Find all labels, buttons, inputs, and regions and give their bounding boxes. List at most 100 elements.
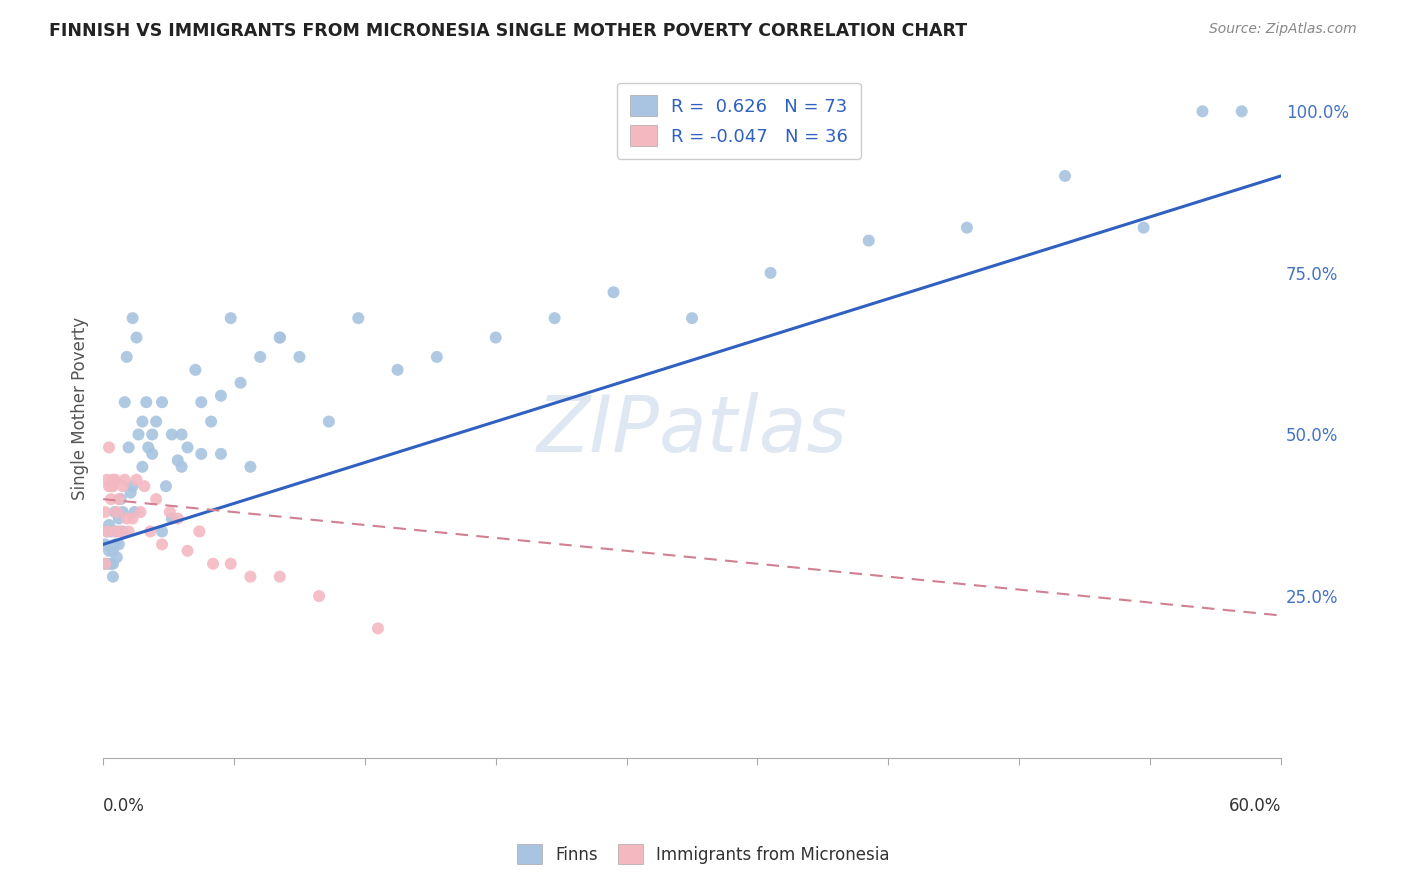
Point (104, 524, 127, 539)
Point (98, 441, 121, 455)
Point (176, 544, 198, 558)
Point (188, 524, 211, 539)
Point (485, 330, 508, 344)
Point (104, 473, 127, 487)
Point (108, 537, 131, 551)
Point (105, 505, 128, 519)
Point (759, 266, 782, 280)
Point (131, 415, 153, 429)
Point (114, 395, 136, 409)
Point (98, 544, 121, 558)
Point (681, 311, 703, 326)
Point (166, 453, 188, 467)
Point (170, 459, 193, 474)
Point (308, 589, 330, 603)
Point (135, 395, 157, 409)
Point (94, 557, 117, 571)
Point (239, 570, 262, 584)
Point (166, 511, 188, 525)
Point (115, 350, 138, 364)
Point (124, 505, 146, 519)
Point (96, 473, 118, 487)
Point (98, 518, 121, 533)
Point (602, 285, 624, 300)
Point (105, 550, 128, 565)
Point (858, 234, 880, 248)
Point (125, 330, 148, 344)
Point (96, 524, 118, 539)
Point (96, 524, 118, 539)
Point (104, 505, 127, 519)
Point (108, 492, 131, 507)
Point (387, 363, 409, 377)
Point (94, 537, 117, 551)
Point (101, 479, 124, 493)
Point (111, 479, 134, 493)
Y-axis label: Single Mother Poverty: Single Mother Poverty (72, 317, 89, 500)
Point (104, 537, 127, 551)
Point (1191, 104, 1213, 119)
Point (239, 459, 262, 474)
Point (111, 524, 134, 539)
Legend: Finns, Immigrants from Micronesia: Finns, Immigrants from Micronesia (510, 838, 896, 871)
Point (160, 511, 183, 525)
Point (141, 447, 163, 461)
Text: ZIPatlas: ZIPatlas (537, 392, 848, 467)
Point (136, 441, 159, 455)
Point (269, 570, 291, 584)
Point (101, 570, 124, 584)
Point (347, 311, 370, 326)
Text: FINNISH VS IMMIGRANTS FROM MICRONESIA SINGLE MOTHER POVERTY CORRELATION CHART: FINNISH VS IMMIGRANTS FROM MICRONESIA SI… (49, 22, 967, 40)
Point (114, 473, 136, 487)
Point (105, 524, 128, 539)
Point (131, 459, 153, 474)
Point (145, 492, 167, 507)
Point (108, 511, 131, 525)
Point (269, 330, 291, 344)
Point (426, 350, 449, 364)
Point (121, 479, 143, 493)
Point (101, 544, 124, 558)
Text: Source: ZipAtlas.com: Source: ZipAtlas.com (1209, 22, 1357, 37)
Point (101, 557, 124, 571)
Point (190, 447, 212, 461)
Point (219, 311, 242, 326)
Point (101, 473, 124, 487)
Point (141, 427, 163, 442)
Point (209, 447, 232, 461)
Point (956, 220, 979, 235)
Point (139, 524, 162, 539)
Point (269, 330, 291, 344)
Point (98, 479, 121, 493)
Point (100, 524, 122, 539)
Point (249, 350, 271, 364)
Point (209, 389, 232, 403)
Point (145, 415, 167, 429)
Point (229, 376, 252, 390)
Point (129, 505, 152, 519)
Point (200, 415, 222, 429)
Point (94, 557, 117, 571)
Point (202, 557, 225, 571)
Point (110, 524, 132, 539)
Point (117, 524, 139, 539)
Point (111, 505, 134, 519)
Point (155, 479, 177, 493)
Point (288, 350, 311, 364)
Point (1053, 169, 1076, 183)
Point (100, 492, 122, 507)
Text: 0.0%: 0.0% (103, 797, 145, 814)
Point (110, 492, 132, 507)
Point (121, 511, 143, 525)
Point (100, 479, 122, 493)
Point (134, 479, 156, 493)
Point (543, 311, 565, 326)
Point (184, 363, 207, 377)
Point (160, 427, 183, 442)
Point (176, 441, 198, 455)
Legend: R =  0.626   N = 73, R = -0.047   N = 36: R = 0.626 N = 73, R = -0.047 N = 36 (617, 83, 860, 159)
Point (150, 524, 173, 539)
Point (121, 311, 143, 326)
Point (120, 485, 142, 500)
Point (1230, 104, 1253, 119)
